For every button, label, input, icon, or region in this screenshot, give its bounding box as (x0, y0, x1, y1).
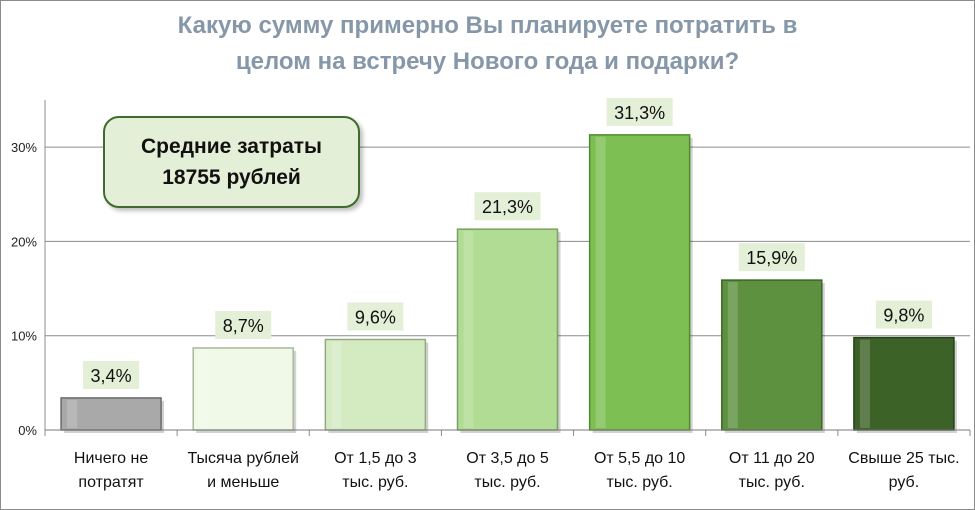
category-label: тыс. руб. (739, 474, 805, 491)
data-label: 31,3% (614, 103, 665, 123)
bar-highlight (859, 339, 870, 428)
data-label-background (215, 310, 272, 339)
y-tick-label: 0% (18, 423, 37, 438)
data-label: 8,7% (223, 316, 264, 336)
data-label: 9,6% (355, 307, 396, 327)
chart-title-line-2: целом на встречу Нового года и подарки? (235, 48, 740, 75)
category-label: и меньше (207, 474, 279, 491)
bar-4 (456, 228, 559, 431)
data-label-background (606, 97, 673, 126)
data-label-background (347, 302, 404, 331)
chart-title-line-1: Какую сумму примерно Вы планируете потра… (177, 12, 798, 39)
data-label-background (83, 360, 140, 389)
category-label: От 1,5 до 3 (334, 450, 417, 467)
data-label: 3,4% (91, 366, 132, 386)
category-label: тыс. руб. (342, 474, 408, 491)
bar-highlight (727, 282, 738, 428)
category-label: Тысяча рублей (187, 450, 298, 467)
bar-7 (853, 336, 955, 431)
y-tick-label: 20% (11, 234, 37, 249)
bar-highlight (67, 399, 78, 428)
category-label: руб. (889, 474, 920, 491)
bar-highlight (463, 231, 474, 428)
bar-6 (721, 279, 823, 431)
bar-5 (588, 134, 691, 431)
category-label: тыс. руб. (607, 474, 673, 491)
callout-line-2: 18755 рублей (162, 166, 301, 189)
category-label: тыс. руб. (474, 474, 540, 491)
data-label-background (738, 243, 805, 272)
category-label: От 3,5 до 5 (466, 450, 549, 467)
bar-highlight (595, 136, 606, 428)
category-label: Свыше 25 тыс. (848, 450, 959, 467)
callout-line-1: Средние затраты (141, 135, 322, 158)
data-label-background (875, 300, 932, 329)
bar-3 (324, 338, 427, 431)
category-label: потратят (78, 474, 144, 491)
y-tick-label: 30% (11, 140, 37, 155)
data-label-background (474, 192, 541, 221)
chart-title: Какую сумму примерно Вы планируете потра… (0, 8, 975, 80)
average-cost-callout: Средние затраты 18755 рублей (103, 116, 360, 208)
category-label: От 5,5 до 10 (594, 450, 685, 467)
bar-highlight (199, 349, 210, 428)
bar-highlight (331, 341, 342, 428)
category-label: От 11 до 20 (729, 450, 815, 467)
data-label: 21,3% (482, 197, 533, 217)
data-label: 15,9% (746, 248, 797, 268)
category-label: Ничего не (74, 450, 148, 467)
data-label: 9,8% (883, 306, 924, 326)
y-tick-label: 10% (11, 329, 37, 344)
